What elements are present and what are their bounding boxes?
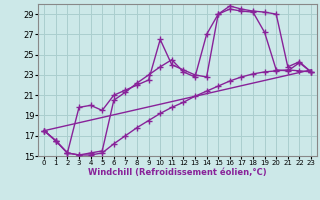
X-axis label: Windchill (Refroidissement éolien,°C): Windchill (Refroidissement éolien,°C): [88, 168, 267, 177]
